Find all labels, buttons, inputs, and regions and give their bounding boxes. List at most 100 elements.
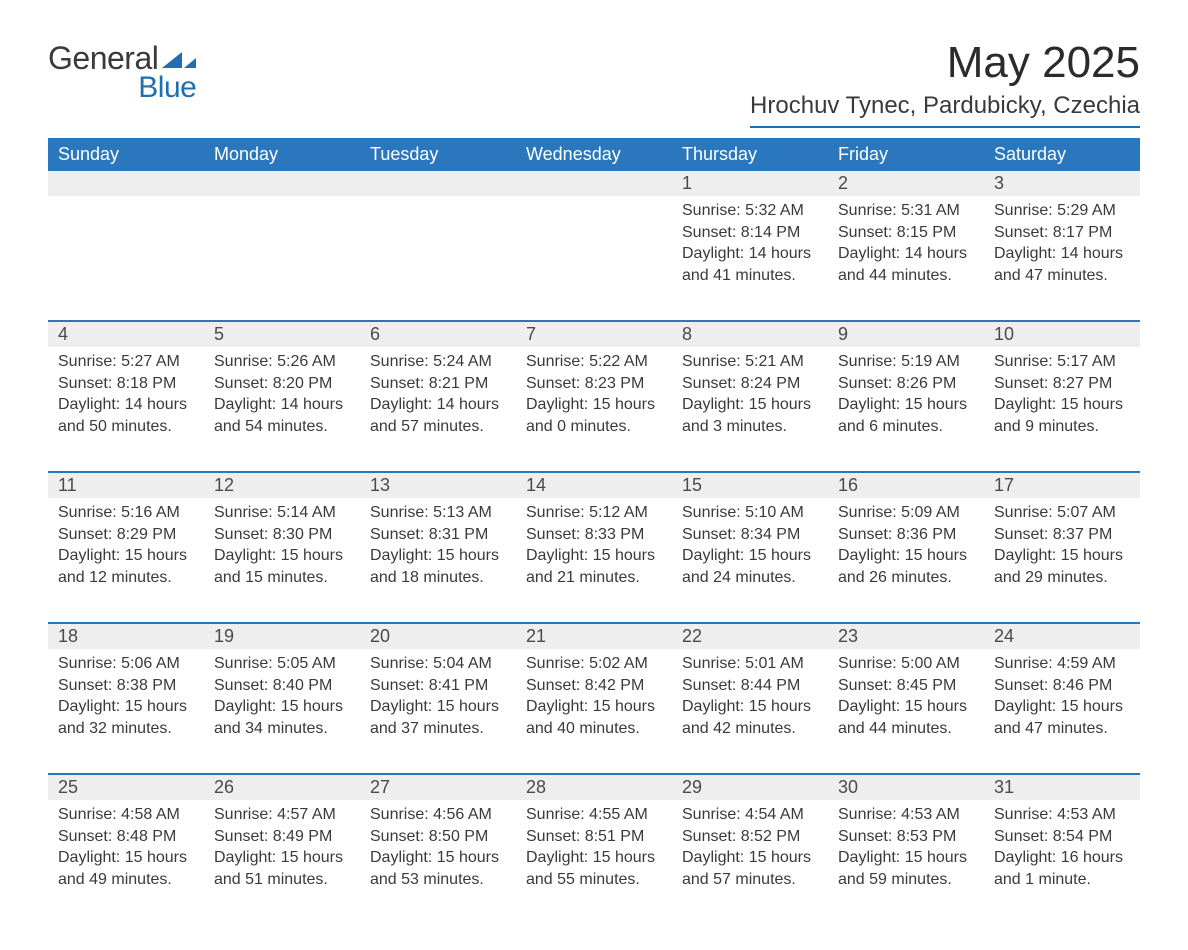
sunset-line: Sunset: 8:31 PM <box>370 524 506 546</box>
sunset-line: Sunset: 8:20 PM <box>214 373 350 395</box>
header: General Blue May 2025 Hrochuv Tynec, Par… <box>48 40 1140 128</box>
sunrise-line: Sunrise: 4:58 AM <box>58 804 194 826</box>
daylight-line: Daylight: 15 hours and 42 minutes. <box>682 696 818 739</box>
sunrise-line: Sunrise: 5:16 AM <box>58 502 194 524</box>
sunset-line: Sunset: 8:24 PM <box>682 373 818 395</box>
day-number: 26 <box>204 775 360 800</box>
sunrise-line: Sunrise: 4:53 AM <box>838 804 974 826</box>
daylight-line: Daylight: 14 hours and 50 minutes. <box>58 394 194 437</box>
sunset-line: Sunset: 8:49 PM <box>214 826 350 848</box>
sunrise-line: Sunrise: 4:59 AM <box>994 653 1130 675</box>
sunrise-line: Sunrise: 5:12 AM <box>526 502 662 524</box>
day-cell <box>48 196 204 306</box>
calendar: SundayMondayTuesdayWednesdayThursdayFrid… <box>48 138 1140 910</box>
daylight-line: Daylight: 14 hours and 54 minutes. <box>214 394 350 437</box>
sunrise-line: Sunrise: 5:17 AM <box>994 351 1130 373</box>
day-header: Monday <box>204 138 360 171</box>
day-number: 19 <box>204 624 360 649</box>
sunrise-line: Sunrise: 5:26 AM <box>214 351 350 373</box>
sunrise-line: Sunrise: 5:21 AM <box>682 351 818 373</box>
daylight-line: Daylight: 14 hours and 44 minutes. <box>838 243 974 286</box>
sunrise-line: Sunrise: 5:00 AM <box>838 653 974 675</box>
sunrise-line: Sunrise: 4:54 AM <box>682 804 818 826</box>
logo-mark-icon <box>162 46 196 73</box>
day-number <box>360 171 516 196</box>
day-cell: Sunrise: 5:09 AMSunset: 8:36 PMDaylight:… <box>828 498 984 608</box>
sunset-line: Sunset: 8:46 PM <box>994 675 1130 697</box>
day-cell: Sunrise: 5:01 AMSunset: 8:44 PMDaylight:… <box>672 649 828 759</box>
day-header: Wednesday <box>516 138 672 171</box>
sunset-line: Sunset: 8:33 PM <box>526 524 662 546</box>
daylight-line: Daylight: 14 hours and 57 minutes. <box>370 394 506 437</box>
day-cell: Sunrise: 5:02 AMSunset: 8:42 PMDaylight:… <box>516 649 672 759</box>
day-cell: Sunrise: 5:05 AMSunset: 8:40 PMDaylight:… <box>204 649 360 759</box>
calendar-header-row: SundayMondayTuesdayWednesdayThursdayFrid… <box>48 138 1140 171</box>
sunrise-line: Sunrise: 5:27 AM <box>58 351 194 373</box>
logo-text-block: General Blue <box>48 40 196 105</box>
daylight-line: Daylight: 15 hours and 53 minutes. <box>370 847 506 890</box>
sunset-line: Sunset: 8:53 PM <box>838 826 974 848</box>
daylight-line: Daylight: 15 hours and 15 minutes. <box>214 545 350 588</box>
calendar-week: 123Sunrise: 5:32 AMSunset: 8:14 PMDaylig… <box>48 171 1140 306</box>
location-subtitle: Hrochuv Tynec, Pardubicky, Czechia <box>750 92 1140 128</box>
day-number: 8 <box>672 322 828 347</box>
calendar-week: 11121314151617Sunrise: 5:16 AMSunset: 8:… <box>48 471 1140 608</box>
day-cell: Sunrise: 5:19 AMSunset: 8:26 PMDaylight:… <box>828 347 984 457</box>
day-number: 25 <box>48 775 204 800</box>
day-number: 16 <box>828 473 984 498</box>
sunset-line: Sunset: 8:36 PM <box>838 524 974 546</box>
day-number: 14 <box>516 473 672 498</box>
day-number: 15 <box>672 473 828 498</box>
daylight-line: Daylight: 14 hours and 47 minutes. <box>994 243 1130 286</box>
daylight-line: Daylight: 15 hours and 18 minutes. <box>370 545 506 588</box>
sunrise-line: Sunrise: 5:31 AM <box>838 200 974 222</box>
sunset-line: Sunset: 8:27 PM <box>994 373 1130 395</box>
sunrise-line: Sunrise: 4:53 AM <box>994 804 1130 826</box>
day-number-row: 45678910 <box>48 322 1140 347</box>
day-cell: Sunrise: 5:06 AMSunset: 8:38 PMDaylight:… <box>48 649 204 759</box>
daylight-line: Daylight: 15 hours and 24 minutes. <box>682 545 818 588</box>
day-cell: Sunrise: 5:16 AMSunset: 8:29 PMDaylight:… <box>48 498 204 608</box>
day-cell: Sunrise: 5:17 AMSunset: 8:27 PMDaylight:… <box>984 347 1140 457</box>
day-cell <box>360 196 516 306</box>
daylight-line: Daylight: 15 hours and 47 minutes. <box>994 696 1130 739</box>
day-number: 21 <box>516 624 672 649</box>
day-cell: Sunrise: 4:53 AMSunset: 8:54 PMDaylight:… <box>984 800 1140 910</box>
sunrise-line: Sunrise: 5:29 AM <box>994 200 1130 222</box>
daylight-line: Daylight: 14 hours and 41 minutes. <box>682 243 818 286</box>
day-cell: Sunrise: 5:04 AMSunset: 8:41 PMDaylight:… <box>360 649 516 759</box>
sunset-line: Sunset: 8:54 PM <box>994 826 1130 848</box>
day-number-row: 11121314151617 <box>48 473 1140 498</box>
day-number-row: 123 <box>48 171 1140 196</box>
calendar-week: 18192021222324Sunrise: 5:06 AMSunset: 8:… <box>48 622 1140 759</box>
day-number: 17 <box>984 473 1140 498</box>
sunset-line: Sunset: 8:42 PM <box>526 675 662 697</box>
calendar-body: 123Sunrise: 5:32 AMSunset: 8:14 PMDaylig… <box>48 171 1140 910</box>
day-number: 23 <box>828 624 984 649</box>
day-cell: Sunrise: 5:26 AMSunset: 8:20 PMDaylight:… <box>204 347 360 457</box>
day-number: 30 <box>828 775 984 800</box>
day-number <box>48 171 204 196</box>
sunset-line: Sunset: 8:14 PM <box>682 222 818 244</box>
day-cell <box>204 196 360 306</box>
sunset-line: Sunset: 8:37 PM <box>994 524 1130 546</box>
daylight-line: Daylight: 15 hours and 26 minutes. <box>838 545 974 588</box>
daylight-line: Daylight: 15 hours and 37 minutes. <box>370 696 506 739</box>
sunrise-line: Sunrise: 5:10 AM <box>682 502 818 524</box>
daylight-line: Daylight: 15 hours and 21 minutes. <box>526 545 662 588</box>
sunset-line: Sunset: 8:52 PM <box>682 826 818 848</box>
page-title: May 2025 <box>750 40 1140 86</box>
sunrise-line: Sunrise: 4:57 AM <box>214 804 350 826</box>
sunrise-line: Sunrise: 5:22 AM <box>526 351 662 373</box>
day-cell: Sunrise: 5:31 AMSunset: 8:15 PMDaylight:… <box>828 196 984 306</box>
title-block: May 2025 Hrochuv Tynec, Pardubicky, Czec… <box>750 40 1140 128</box>
day-header: Sunday <box>48 138 204 171</box>
day-cell: Sunrise: 4:53 AMSunset: 8:53 PMDaylight:… <box>828 800 984 910</box>
day-cell: Sunrise: 5:10 AMSunset: 8:34 PMDaylight:… <box>672 498 828 608</box>
day-cell: Sunrise: 5:24 AMSunset: 8:21 PMDaylight:… <box>360 347 516 457</box>
sunrise-line: Sunrise: 5:04 AM <box>370 653 506 675</box>
day-cell <box>516 196 672 306</box>
logo: General Blue <box>48 40 196 105</box>
sunrise-line: Sunrise: 5:01 AM <box>682 653 818 675</box>
day-cell: Sunrise: 5:07 AMSunset: 8:37 PMDaylight:… <box>984 498 1140 608</box>
